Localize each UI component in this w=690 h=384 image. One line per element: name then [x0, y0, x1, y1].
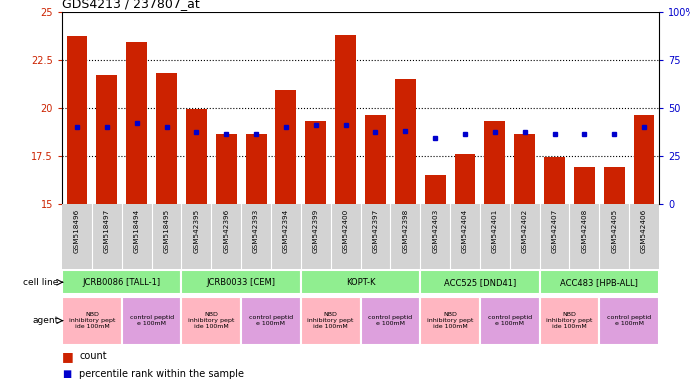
Bar [241, 297, 301, 344]
Text: ■: ■ [62, 369, 71, 379]
Bar [484, 121, 505, 204]
Bar [156, 73, 177, 204]
Text: GSM518494: GSM518494 [134, 209, 139, 253]
Bar [121, 297, 181, 344]
Bar [574, 167, 595, 204]
Bar [301, 297, 360, 344]
Bar [301, 270, 420, 294]
Text: NBD
inhibitory pept
ide 100mM: NBD inhibitory pept ide 100mM [69, 312, 115, 329]
Bar [455, 154, 475, 204]
Text: ACC483 [HPB-ALL]: ACC483 [HPB-ALL] [560, 278, 638, 287]
Text: GSM542393: GSM542393 [253, 209, 259, 253]
Bar [420, 297, 480, 344]
Bar [126, 42, 147, 204]
Bar [360, 297, 420, 344]
Bar [186, 109, 207, 204]
Text: GSM518496: GSM518496 [74, 209, 80, 253]
Bar [62, 270, 181, 294]
Bar [335, 35, 356, 204]
Text: GSM542403: GSM542403 [432, 209, 438, 253]
Bar [62, 297, 121, 344]
Text: GSM542405: GSM542405 [611, 209, 617, 253]
Text: GSM542397: GSM542397 [373, 209, 378, 253]
Bar [246, 134, 266, 204]
Bar [633, 115, 655, 204]
Text: GSM542399: GSM542399 [313, 209, 319, 253]
Text: JCRB0086 [TALL-1]: JCRB0086 [TALL-1] [83, 278, 161, 287]
Text: GSM518497: GSM518497 [104, 209, 110, 253]
Text: GSM542394: GSM542394 [283, 209, 289, 253]
Bar [540, 297, 599, 344]
Text: ■: ■ [62, 350, 74, 363]
Bar [604, 167, 624, 204]
Text: cell line: cell line [23, 278, 59, 287]
Bar [275, 90, 297, 204]
Text: control peptid
e 100mM: control peptid e 100mM [249, 315, 293, 326]
Text: ACC525 [DND41]: ACC525 [DND41] [444, 278, 516, 287]
Bar [544, 157, 565, 204]
Text: GSM542398: GSM542398 [402, 209, 408, 253]
Bar [181, 270, 301, 294]
Bar [514, 134, 535, 204]
Bar [181, 297, 241, 344]
Text: GSM542400: GSM542400 [343, 209, 348, 253]
Bar [540, 270, 659, 294]
Bar [305, 121, 326, 204]
Bar [216, 134, 237, 204]
Text: NBD
inhibitory pept
ide 100mM: NBD inhibitory pept ide 100mM [308, 312, 354, 329]
Text: GSM542396: GSM542396 [224, 209, 229, 253]
Text: GSM542404: GSM542404 [462, 209, 468, 253]
Text: percentile rank within the sample: percentile rank within the sample [79, 369, 244, 379]
Text: NBD
inhibitory pept
ide 100mM: NBD inhibitory pept ide 100mM [427, 312, 473, 329]
Bar [97, 75, 117, 204]
Text: GDS4213 / 237807_at: GDS4213 / 237807_at [62, 0, 200, 10]
Text: control peptid
e 100mM: control peptid e 100mM [488, 315, 532, 326]
Text: GSM542395: GSM542395 [193, 209, 199, 253]
Text: GSM542406: GSM542406 [641, 209, 647, 253]
Text: GSM542402: GSM542402 [522, 209, 528, 253]
Text: NBD
inhibitory pept
ide 100mM: NBD inhibitory pept ide 100mM [546, 312, 593, 329]
Bar [66, 36, 88, 204]
Text: GSM542407: GSM542407 [551, 209, 558, 253]
Text: count: count [79, 351, 107, 361]
Text: control peptid
e 100mM: control peptid e 100mM [130, 315, 174, 326]
Text: GSM542408: GSM542408 [582, 209, 587, 253]
Text: KOPT-K: KOPT-K [346, 278, 375, 287]
Bar [395, 79, 416, 204]
Text: GSM518495: GSM518495 [164, 209, 170, 253]
Text: control peptid
e 100mM: control peptid e 100mM [607, 315, 651, 326]
Text: agent: agent [32, 316, 59, 325]
Bar [420, 270, 540, 294]
Text: NBD
inhibitory pept
ide 100mM: NBD inhibitory pept ide 100mM [188, 312, 235, 329]
Bar [365, 115, 386, 204]
Text: control peptid
e 100mM: control peptid e 100mM [368, 315, 413, 326]
Text: JCRB0033 [CEM]: JCRB0033 [CEM] [207, 278, 275, 287]
Text: GSM542401: GSM542401 [492, 209, 497, 253]
Bar [424, 175, 446, 204]
Bar [599, 297, 659, 344]
Bar [480, 297, 540, 344]
